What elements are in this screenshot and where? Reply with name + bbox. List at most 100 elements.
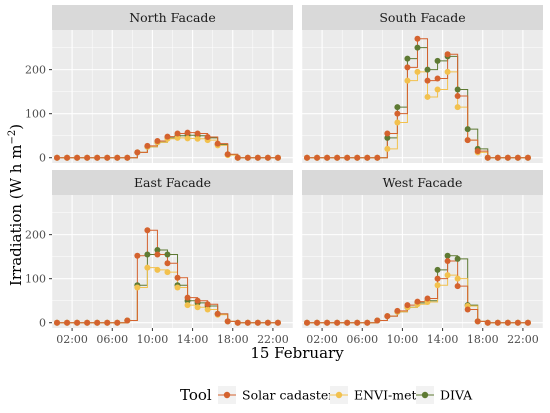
data-point xyxy=(214,310,221,317)
data-point xyxy=(144,264,151,271)
legend-item-envi-met: ENVI-met xyxy=(330,386,417,404)
data-point xyxy=(434,266,441,273)
data-point xyxy=(474,318,481,325)
strip-title: East Facade xyxy=(134,175,211,190)
data-point xyxy=(194,304,201,311)
y-axis-title-main: Irradiation (W h m xyxy=(7,145,25,287)
legend-key-point xyxy=(335,391,343,399)
data-point xyxy=(64,154,71,161)
data-point xyxy=(184,294,191,301)
data-point xyxy=(364,154,371,161)
data-point xyxy=(414,68,421,75)
data-point xyxy=(204,301,211,308)
data-point xyxy=(314,319,321,326)
data-point xyxy=(124,154,131,161)
data-point xyxy=(354,319,361,326)
data-point xyxy=(344,319,351,326)
data-point xyxy=(184,129,191,136)
data-point xyxy=(174,284,181,291)
y-tick-label: 0 xyxy=(39,317,46,330)
y-tick-label: 100 xyxy=(25,108,46,121)
data-point xyxy=(154,251,161,258)
data-point xyxy=(334,319,341,326)
data-point xyxy=(404,64,411,71)
strip-background xyxy=(302,170,543,195)
data-point xyxy=(204,134,211,141)
data-point xyxy=(304,319,311,326)
data-point xyxy=(254,154,261,161)
x-tick-label: 22:00 xyxy=(257,333,289,346)
data-point xyxy=(114,154,121,161)
data-point xyxy=(194,297,201,304)
y-axis-title-superscript: −2 xyxy=(7,130,18,145)
x-tick-label: 10:00 xyxy=(387,333,419,346)
data-point xyxy=(224,151,231,158)
data-point xyxy=(144,251,151,258)
data-point xyxy=(74,319,81,326)
data-point xyxy=(394,119,401,126)
legend-key-point xyxy=(223,391,231,399)
data-point xyxy=(304,154,311,161)
data-point xyxy=(444,68,451,75)
x-tick-label: 10:00 xyxy=(137,333,169,346)
data-point xyxy=(424,66,431,73)
data-point xyxy=(474,148,481,155)
data-point xyxy=(454,275,461,282)
legend-key-point xyxy=(421,391,429,399)
data-point xyxy=(444,51,451,58)
data-point xyxy=(174,134,181,141)
data-point xyxy=(134,284,141,291)
legend-label: Solar cadaster xyxy=(242,388,334,403)
data-point xyxy=(224,318,231,325)
x-tick-label: 02:00 xyxy=(306,333,338,346)
panel-west-facade: West Facade 02:00 06:00 10:00 14:00 18:00 22:0… xyxy=(301,170,544,346)
data-point xyxy=(404,302,411,309)
data-point xyxy=(334,154,341,161)
data-point xyxy=(414,298,421,305)
data-point xyxy=(154,247,161,254)
x-tick-label: 14:00 xyxy=(427,333,459,346)
data-point xyxy=(344,154,351,161)
x-tick-label: 02:00 xyxy=(56,333,88,346)
data-point xyxy=(134,252,141,259)
series-line-solar-cadaster xyxy=(57,229,278,324)
data-point xyxy=(94,154,101,161)
data-point xyxy=(404,77,411,84)
data-point xyxy=(454,93,461,100)
x-tick-label: 06:00 xyxy=(96,333,128,346)
data-point xyxy=(394,307,401,314)
data-point xyxy=(184,135,191,142)
data-point xyxy=(54,154,61,161)
panel-south-facade: South Facade xyxy=(301,5,544,163)
strip-title: South Facade xyxy=(379,10,465,25)
data-point xyxy=(384,130,391,137)
data-point xyxy=(104,154,111,161)
panels-layer: North Facade 0 100 200 South Facade East Faca… xyxy=(25,5,544,346)
data-point xyxy=(164,251,171,258)
data-point xyxy=(484,154,491,161)
data-point xyxy=(164,260,171,267)
strip-background xyxy=(302,5,543,30)
y-axis-title-close: ) xyxy=(7,124,25,130)
data-point xyxy=(434,86,441,93)
data-point xyxy=(514,154,521,161)
legend: Tool Solar cadaster ENVI-met DIVA xyxy=(180,386,473,404)
panel-north-facade: North Facade 0 100 200 xyxy=(25,5,294,165)
data-point xyxy=(354,154,361,161)
data-point xyxy=(434,75,441,82)
data-point xyxy=(194,130,201,137)
data-point xyxy=(384,145,391,152)
data-point xyxy=(514,319,521,326)
data-point xyxy=(494,154,501,161)
y-tick-label: 200 xyxy=(25,64,46,77)
data-point xyxy=(424,93,431,100)
y-axis-title: Irradiation (W h m−2) xyxy=(7,124,25,286)
data-point xyxy=(464,137,471,144)
legend-item-solar-cadaster: Solar cadaster xyxy=(218,386,334,404)
data-point xyxy=(174,274,181,281)
data-point xyxy=(384,313,391,320)
y-tick-label: 200 xyxy=(25,229,46,242)
data-point xyxy=(104,319,111,326)
data-point xyxy=(414,44,421,51)
